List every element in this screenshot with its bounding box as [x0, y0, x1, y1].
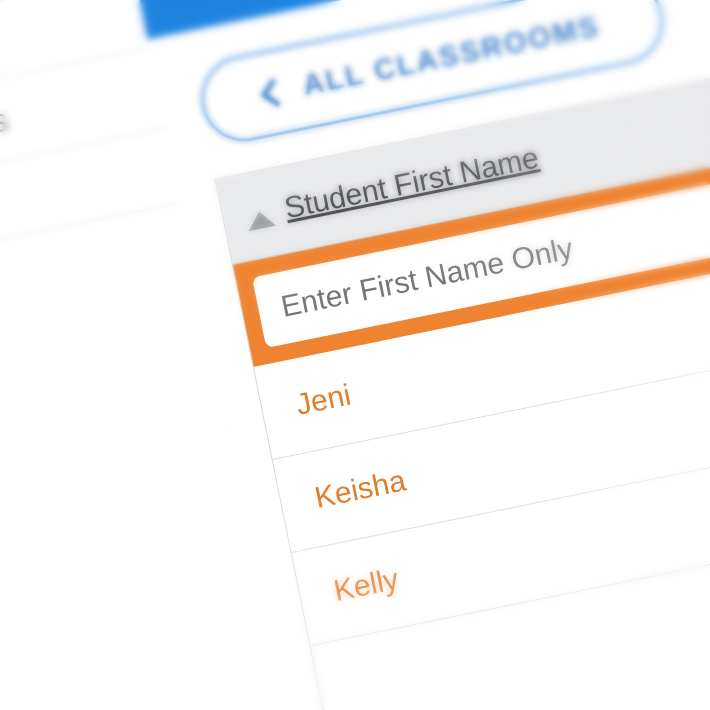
sort-ascending-icon[interactable]: [245, 208, 277, 232]
chevron-left-icon: [260, 77, 290, 107]
all-classrooms-label: ALL CLASSROOMS: [299, 9, 603, 102]
